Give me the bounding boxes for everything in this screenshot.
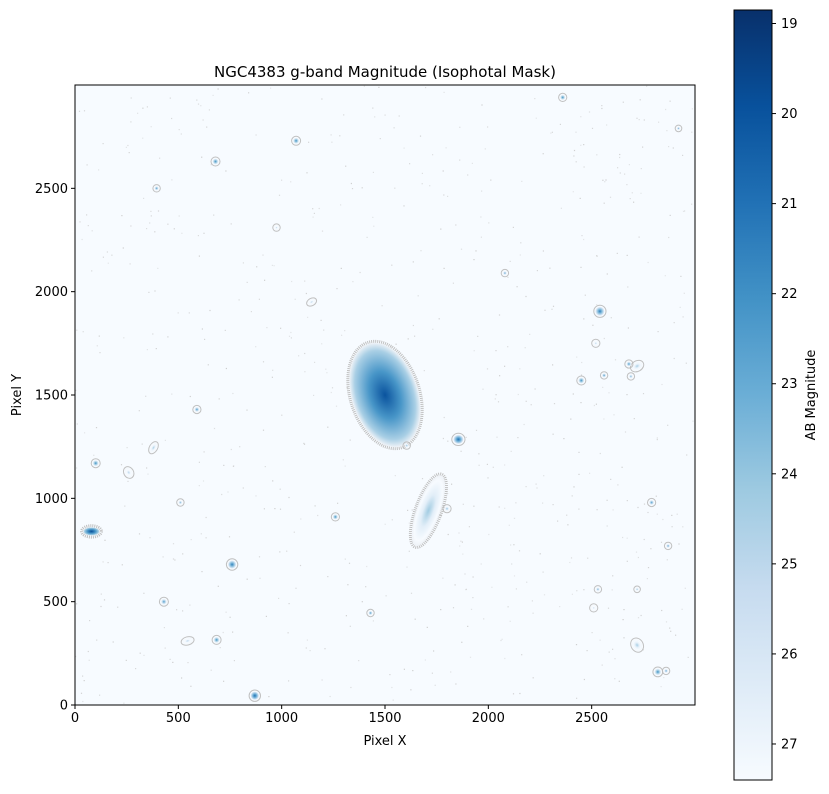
colorbar-tick-label: 27 — [781, 737, 798, 752]
x-tick-label: 500 — [166, 711, 191, 726]
colorbar-tick-label: 22 — [781, 287, 798, 302]
source — [626, 372, 636, 381]
colorbar-tick-label: 21 — [781, 197, 798, 212]
y-tick-label: 2500 — [35, 182, 68, 197]
y-tick-label: 1000 — [35, 492, 68, 507]
source — [591, 338, 601, 348]
source — [442, 504, 452, 514]
source-companion — [408, 472, 448, 549]
source — [500, 268, 510, 278]
colorbar-label: AB Magnitude — [804, 350, 819, 441]
source — [192, 404, 202, 415]
x-tick-label: 1500 — [368, 711, 401, 726]
source — [558, 92, 568, 103]
source — [291, 135, 302, 146]
colorbar: 19 20 21 22 23 24 25 26 27 — [733, 9, 798, 781]
noise-speckle — [75, 85, 694, 704]
source — [248, 689, 262, 702]
colorbar-tick-label: 25 — [781, 557, 798, 572]
axes-layer: 0 500 1000 1500 2000 2500 0 500 1000 1500 2000 2500 — [35, 84, 696, 726]
source — [661, 666, 671, 676]
source — [158, 596, 169, 607]
colorbar-tick-label: 19 — [781, 17, 798, 32]
source — [272, 223, 281, 232]
source — [576, 375, 587, 386]
colorbar-tick-label: 26 — [781, 647, 798, 662]
y-tick-label: 500 — [43, 595, 68, 610]
source — [80, 524, 103, 539]
y-tick-label: 2000 — [35, 285, 68, 300]
source — [674, 124, 683, 133]
source — [152, 184, 161, 193]
colorbar-tick-label: 20 — [781, 107, 798, 122]
source — [663, 541, 673, 551]
source — [646, 497, 657, 508]
source — [593, 585, 603, 594]
colorbar-tick-label: 24 — [781, 467, 798, 482]
x-tick-label: 0 — [71, 711, 79, 726]
source — [180, 636, 195, 646]
source — [90, 458, 101, 469]
y-axis-label: Pixel Y — [10, 374, 25, 416]
x-tick-label: 1000 — [265, 711, 298, 726]
source — [589, 603, 599, 613]
source — [624, 359, 634, 369]
chart-title: NGC4383 g-band Magnitude (Isophotal Mask… — [214, 63, 556, 81]
colorbar-gradient — [733, 9, 773, 781]
y-tick-label: 0 — [60, 699, 68, 714]
x-tick-label: 2500 — [575, 711, 608, 726]
source — [306, 297, 318, 307]
source — [629, 359, 645, 373]
source — [176, 498, 185, 507]
source — [330, 512, 340, 522]
source — [122, 466, 135, 479]
x-axis-label: Pixel X — [363, 734, 406, 749]
source — [402, 441, 411, 450]
x-tick-label: 2000 — [472, 711, 505, 726]
source — [211, 634, 222, 645]
source — [633, 585, 641, 594]
source — [599, 371, 609, 380]
colorbar-tick-label: 23 — [781, 377, 798, 392]
source — [225, 558, 239, 571]
y-tick-label: 1500 — [35, 389, 68, 404]
source — [148, 441, 159, 455]
source — [593, 304, 607, 318]
source — [630, 637, 645, 653]
source-ngc4383 — [346, 339, 424, 451]
source — [366, 608, 375, 618]
image-layer — [75, 85, 695, 705]
source — [451, 432, 466, 446]
source — [210, 156, 221, 167]
